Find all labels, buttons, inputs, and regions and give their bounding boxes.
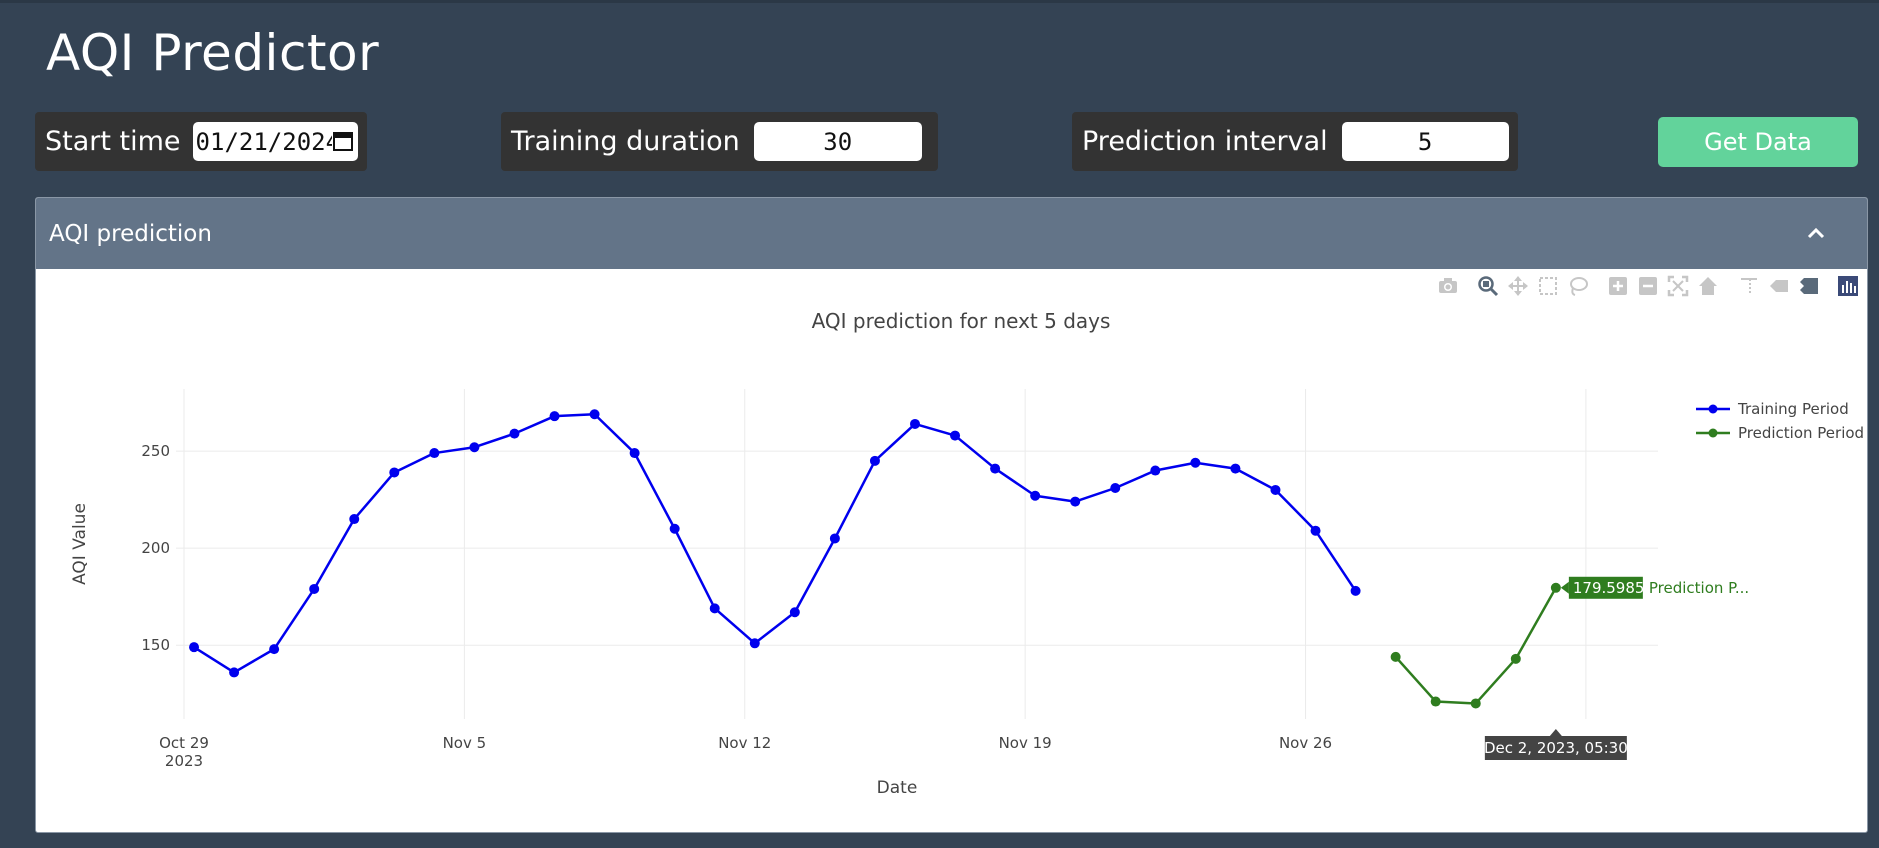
training-data-point[interactable] [189, 642, 200, 653]
x-tick-label: Oct 29 [159, 734, 209, 752]
hover-date-text: Dec 2, 2023, 05:30 [1484, 739, 1628, 757]
training-data-point[interactable] [669, 523, 680, 534]
panel-title: AQI prediction [49, 220, 212, 247]
app-title: AQI Predictor [46, 24, 380, 82]
panel-header[interactable]: AQI prediction [36, 198, 1867, 269]
training-data-point[interactable] [389, 467, 400, 478]
y-tick-label: 250 [141, 442, 170, 460]
training-data-point[interactable] [909, 418, 920, 429]
prediction-data-point[interactable] [1510, 653, 1521, 664]
get-data-button[interactable]: Get Data [1658, 117, 1858, 167]
training-data-point[interactable] [469, 442, 480, 453]
training-data-point[interactable] [429, 448, 440, 459]
camera-icon[interactable] [1439, 278, 1457, 293]
training-data-point[interactable] [549, 411, 560, 422]
training-data-point[interactable] [709, 603, 720, 614]
training-data-point[interactable] [349, 514, 360, 525]
training-data-point[interactable] [749, 638, 760, 649]
prediction-interval-control: Prediction interval 5 [1072, 112, 1518, 171]
legend-label-prediction: Prediction Period [1738, 424, 1864, 442]
legend-item-training[interactable]: Training Period [1696, 400, 1849, 418]
x-tick-sublabel: 2023 [165, 752, 203, 770]
training-data-point[interactable] [229, 667, 240, 678]
top-border [0, 0, 1879, 3]
prediction-data-point[interactable] [1430, 696, 1441, 707]
y-axis-ticks: 150 200 250 [141, 442, 170, 654]
aqi-chart: AQI prediction for next 5 days 150 200 250… [70, 275, 1864, 798]
prediction-data-point[interactable] [1470, 698, 1481, 709]
training-data-point[interactable] [1310, 525, 1321, 536]
training-data-point[interactable] [829, 533, 840, 544]
hover-series-text: Prediction P... [1649, 579, 1749, 597]
pan-icon[interactable] [1508, 276, 1528, 296]
training-data-point[interactable] [950, 430, 961, 441]
hover-compare-icon[interactable] [1800, 278, 1818, 294]
lasso-select-icon[interactable] [1570, 277, 1588, 296]
y-tick-label: 200 [141, 539, 170, 557]
zoom-out-icon[interactable] [1639, 277, 1657, 295]
hover-value-pointer [1560, 581, 1569, 594]
chevron-up-icon[interactable] [1805, 222, 1827, 244]
training-data-point[interactable] [789, 607, 800, 618]
y-tick-label: 150 [141, 636, 170, 654]
training-data-point[interactable] [589, 409, 600, 420]
calendar-icon[interactable] [331, 130, 354, 152]
start-time-value: 01/21/2024 [195, 127, 341, 156]
training-data-point[interactable] [269, 644, 280, 655]
prediction-data-point[interactable] [1390, 651, 1401, 662]
legend-item-prediction[interactable]: Prediction Period [1696, 424, 1864, 442]
grid [176, 389, 1658, 719]
prediction-interval-label: Prediction interval [1082, 126, 1328, 157]
spike-lines-icon[interactable] [1741, 278, 1757, 295]
series-layer [189, 409, 1561, 709]
training-duration-control: Training duration 30 [501, 112, 938, 171]
box-select-icon[interactable] [1539, 277, 1557, 295]
plotly-logo-icon[interactable] [1838, 276, 1858, 296]
start-time-input[interactable]: 01/21/2024 [192, 122, 358, 161]
training-data-point[interactable] [1030, 490, 1041, 501]
legend: Training Period Prediction Period [1696, 400, 1864, 442]
prediction-data-point[interactable] [1550, 582, 1561, 593]
x-tick-label: Nov 5 [443, 734, 487, 752]
training-data-point[interactable] [990, 463, 1001, 474]
training-data-point[interactable] [1150, 465, 1161, 476]
aqi-prediction-panel: AQI prediction [35, 197, 1868, 833]
training-data-point[interactable] [1110, 483, 1121, 493]
hover-value-box [1568, 576, 1643, 599]
autoscale-icon[interactable] [1667, 275, 1689, 297]
reset-axes-icon[interactable] [1699, 277, 1717, 295]
hover-date-box [1484, 736, 1627, 760]
hover-value-text: 179.5985 [1573, 579, 1645, 597]
training-data-point[interactable] [1070, 496, 1081, 507]
chart-title: AQI prediction for next 5 days [812, 309, 1111, 333]
training-data-point[interactable] [1190, 457, 1201, 468]
hover-tooltip: 179.5985 Prediction P... Dec 2, 2023, 05… [1484, 576, 1749, 760]
hover-date-pointer [1549, 729, 1562, 736]
legend-label-training: Training Period [1737, 400, 1849, 418]
x-tick-label: Nov 19 [999, 734, 1052, 752]
training-data-point[interactable] [629, 448, 640, 459]
start-time-label: Start time [45, 126, 181, 157]
zoom-in-icon[interactable] [1609, 277, 1627, 295]
training-duration-input[interactable]: 30 [753, 122, 922, 161]
training-data-point[interactable] [509, 428, 520, 439]
training-data-point[interactable] [1270, 484, 1281, 495]
x-tick-label: Nov 26 [1279, 734, 1332, 752]
training-duration-label: Training duration [511, 126, 740, 157]
modebar [1439, 275, 1858, 297]
hover-closest-icon[interactable] [1770, 280, 1788, 292]
training-data-point[interactable] [1350, 585, 1361, 596]
training-series-line [193, 412, 1357, 674]
training-data-point[interactable] [869, 455, 880, 466]
training-data-point[interactable] [1230, 463, 1241, 474]
zoom-icon[interactable] [1478, 276, 1499, 297]
start-time-control: Start time 01/21/2024 [35, 112, 367, 171]
x-tick-label: Nov 12 [718, 734, 771, 752]
prediction-interval-input[interactable]: 5 [1341, 122, 1509, 161]
y-axis-label: AQI Value [70, 503, 90, 585]
x-axis-label: Date [877, 778, 918, 798]
training-data-point[interactable] [309, 583, 320, 594]
